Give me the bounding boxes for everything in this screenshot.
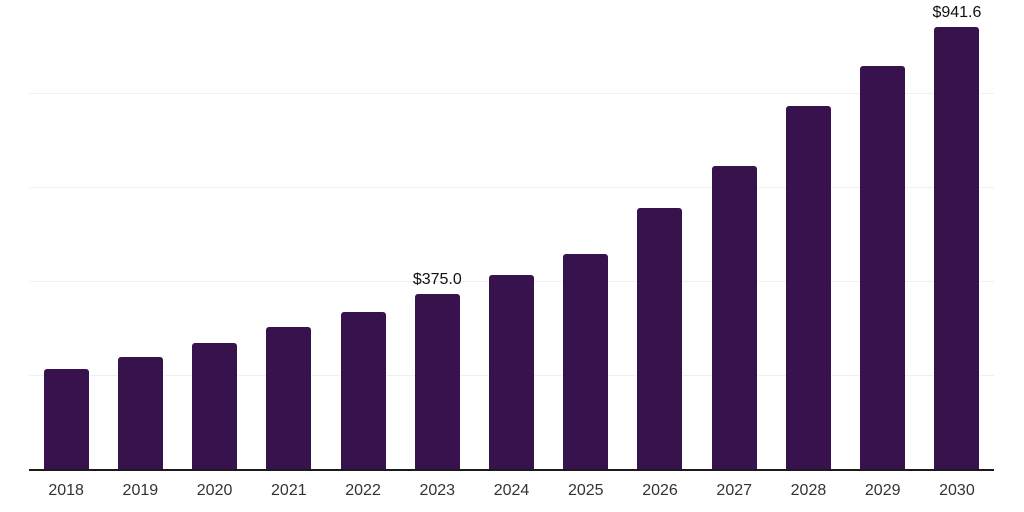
bar-slot-2018 (29, 0, 103, 470)
value-label-2023: $375.0 (412, 270, 462, 288)
bar-2022 (340, 312, 386, 470)
x-tick-2021: 2021 (271, 482, 307, 499)
bar-2021 (266, 326, 312, 470)
bar-2020 (192, 342, 238, 470)
gridline-800 (29, 93, 994, 94)
bar-slot-2021 (252, 0, 326, 470)
x-tick-2027: 2027 (716, 482, 753, 499)
x-tick-2024: 2024 (493, 482, 530, 499)
bars-layer: $375.0 $941.6 (29, 0, 994, 470)
x-tick-2022: 2022 (345, 482, 381, 499)
bar-slot-2028 (771, 0, 845, 470)
bar-slot-2026 (623, 0, 697, 470)
bar-2026 (637, 207, 683, 470)
bar-2029 (860, 65, 906, 470)
bar-2019 (117, 357, 163, 470)
x-tick-2026: 2026 (642, 482, 678, 499)
x-tick-2020: 2020 (196, 482, 233, 499)
x-tick-2018: 2018 (48, 482, 84, 499)
bar-2023 (414, 293, 460, 470)
bar-2030 (934, 27, 980, 470)
x-axis-line (29, 469, 994, 471)
bar-2028 (785, 105, 831, 470)
gridline-600 (29, 187, 994, 188)
bar-2018 (43, 369, 89, 470)
bar-2024 (489, 274, 535, 470)
bar-slot-2023: $375.0 (400, 0, 474, 470)
value-label-2030: $941.6 (932, 4, 982, 22)
bar-slot-2019 (103, 0, 177, 470)
bar-2025 (563, 254, 609, 470)
bar-slot-2020 (177, 0, 251, 470)
x-tick-2030: 2030 (939, 482, 975, 499)
x-tick-2029: 2029 (864, 482, 901, 499)
bar-slot-2024 (474, 0, 548, 470)
bar-slot-2030: $941.6 (920, 0, 994, 470)
bar-slot-2029 (846, 0, 920, 470)
x-tick-2023: 2023 (419, 482, 456, 499)
bar-slot-2025 (549, 0, 623, 470)
x-axis-labels: 2018 2019 2020 2021 2022 2023 2024 2025 2026 2027… (29, 470, 994, 499)
bar-2027 (711, 165, 757, 470)
x-tick-2028: 2028 (790, 482, 827, 499)
bar-slot-2027 (697, 0, 771, 470)
plot-area: $375.0 $941.6 (29, 0, 994, 471)
x-tick-2019: 2019 (122, 482, 159, 499)
bar-slot-2022 (326, 0, 400, 470)
x-tick-2025: 2025 (567, 482, 604, 499)
